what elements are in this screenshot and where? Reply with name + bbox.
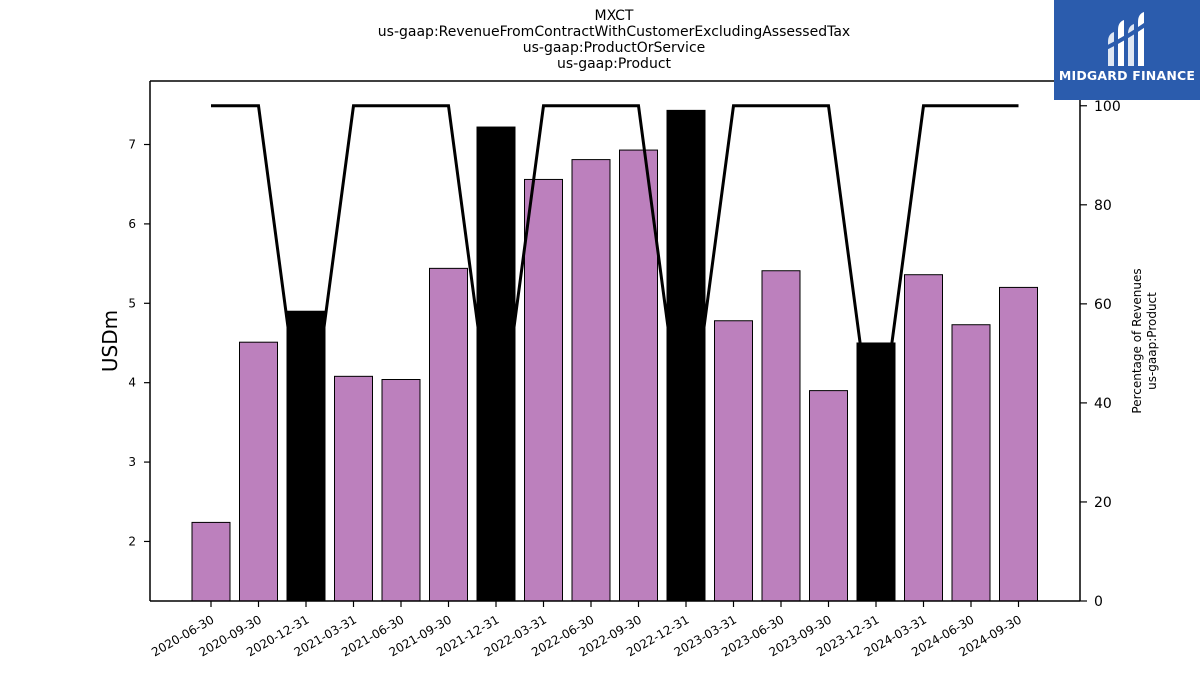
logo-mark-icon: [1105, 12, 1148, 66]
bar: [666, 109, 706, 602]
y-axis-ticks: 2 3 4 5 6 7: [128, 138, 150, 548]
y2-axis-label: Percentage of Revenues: [1130, 268, 1144, 413]
x-axis-ticks: 2020-06-302020-09-302020-12-312021-03-31…: [149, 601, 1024, 659]
logo-text: MIDGARD FINANCE: [1058, 68, 1196, 83]
bar: [571, 159, 611, 602]
percentage-line-layer: [211, 104, 1019, 463]
y-tick-label: 7: [128, 138, 136, 152]
bar: [761, 270, 801, 602]
bar: [856, 342, 896, 602]
bar: [239, 341, 278, 602]
bar: [809, 390, 848, 602]
y2-tick-label: 20: [1094, 495, 1112, 511]
y-tick-label: 3: [128, 455, 136, 469]
y-tick-label: 6: [128, 217, 136, 231]
chart-title-line: MXCT: [595, 8, 634, 24]
bar: [381, 379, 421, 602]
bar: [191, 521, 231, 602]
y2-tick-label: 80: [1094, 198, 1112, 214]
bar: [951, 324, 991, 602]
chart-title: MXCTus-gaap:RevenueFromContractWithCusto…: [378, 8, 850, 72]
y2-axis-ticks: 0 20 40 60 80 100: [1080, 99, 1121, 610]
y2-tick-label: 60: [1094, 297, 1112, 313]
y-tick-label: 2: [128, 534, 136, 548]
percentage-line: [211, 104, 1019, 463]
chart-title-line: us-gaap:ProductOrService: [523, 40, 706, 56]
axes: [149, 80, 1081, 602]
y2-axis-label: us-gaap:Product: [1145, 292, 1159, 390]
chart-title-line: us-gaap:RevenueFromContractWithCustomerE…: [378, 24, 850, 40]
bar: [714, 320, 753, 602]
bar: [429, 267, 468, 602]
y-axis-label: USDm: [98, 310, 122, 372]
y2-tick-label: 40: [1094, 396, 1112, 412]
axis-labels: USDm Percentage of Revenues us-gaap:Produc…: [98, 268, 1159, 413]
y2-tick-label: 0: [1094, 594, 1103, 610]
bar: [999, 286, 1038, 602]
bar: [904, 274, 943, 602]
bar: [524, 178, 563, 602]
logo: MIDGARD FINANCE: [1054, 0, 1200, 100]
y-tick-label: 4: [128, 376, 136, 390]
bar: [334, 375, 373, 602]
chart-title-line: us-gaap:Product: [557, 56, 672, 72]
y2-tick-label: 100: [1094, 99, 1121, 115]
bars: [191, 109, 1038, 602]
y-tick-label: 5: [128, 296, 136, 310]
bar: [619, 149, 658, 602]
